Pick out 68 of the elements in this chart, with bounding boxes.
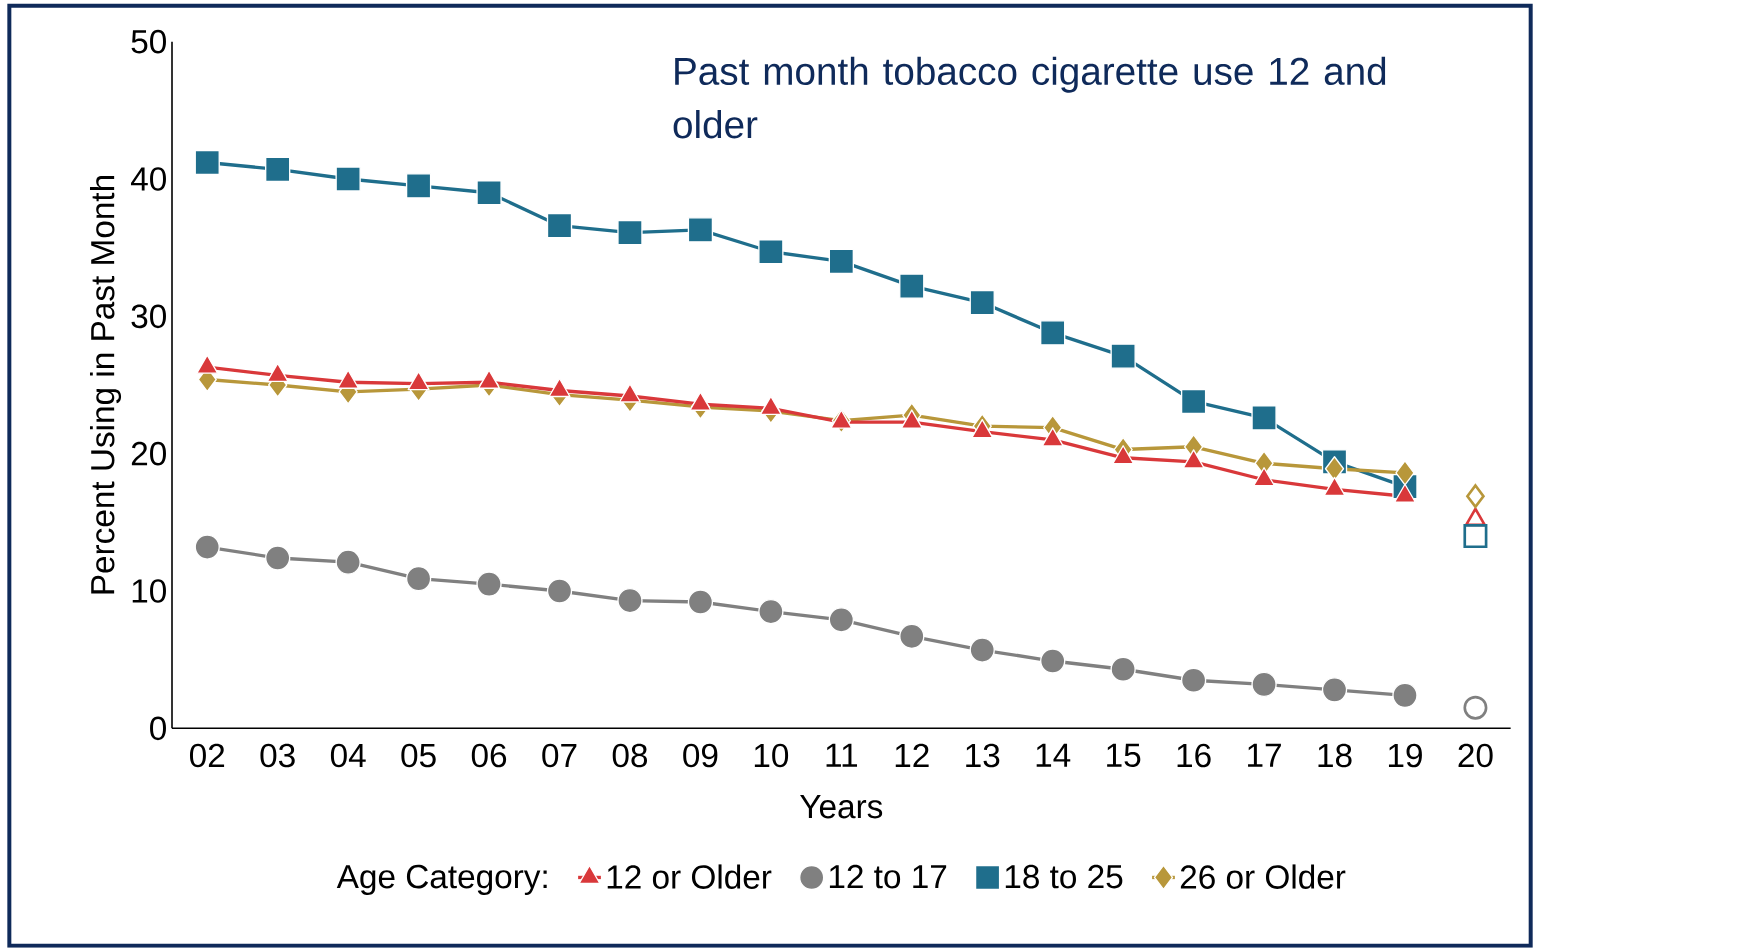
point: [1110, 343, 1136, 369]
point: [969, 290, 995, 316]
x-tick-label: 10: [754, 743, 789, 768]
point: [194, 150, 220, 176]
point: [687, 589, 714, 615]
x-tick-label: 03: [260, 743, 295, 768]
text: Past month tobacco cigarette use 12 and older: [673, 56, 1386, 139]
x-tick-label: 12: [895, 743, 929, 768]
x-tick-label: 09: [683, 743, 718, 768]
y-tick-label: 20: [131, 442, 166, 466]
x-tick-label: 20: [1458, 743, 1493, 768]
point: [1180, 667, 1207, 694]
point: [687, 217, 714, 243]
x-tick-label: 07: [542, 743, 577, 768]
point: [1110, 656, 1136, 683]
y-tick-label: 30: [131, 304, 166, 329]
point: [969, 637, 995, 663]
point: [1395, 460, 1415, 486]
legend-label: 12 or Older: [607, 864, 772, 890]
point: [1040, 320, 1066, 346]
x-tick-label: 18: [1318, 743, 1352, 768]
point: [758, 239, 784, 265]
x-tick-label: 13: [966, 743, 1000, 768]
point: [1321, 677, 1348, 703]
point: [476, 571, 502, 597]
x-tick-label: 17: [1248, 743, 1281, 767]
point: [1251, 405, 1277, 431]
legend-label: 12 to 17: [829, 865, 947, 889]
x-tick-label: 08: [612, 743, 648, 768]
point: [546, 213, 573, 239]
point: [335, 166, 361, 192]
x-tick-label: 06: [471, 743, 507, 768]
x-tick-label: 16: [1177, 743, 1211, 768]
x-tick-label: 11: [826, 743, 858, 767]
legend-title: Age Category:: [336, 865, 547, 896]
point: [1180, 388, 1207, 415]
x-tick-label: 15: [1107, 743, 1141, 768]
point: [1392, 682, 1418, 709]
legend-label: 18 to 25: [1005, 865, 1123, 889]
point: [899, 273, 925, 299]
y-tick-label: 0: [150, 716, 166, 741]
y-tick-label: 40: [130, 167, 166, 191]
point: [405, 566, 432, 592]
point: [1251, 671, 1277, 698]
point: [828, 607, 854, 633]
point: [546, 578, 573, 604]
x-tick-label: 05: [401, 743, 436, 768]
x-tick-label: 04: [330, 743, 366, 768]
point: [617, 220, 643, 246]
point: [194, 534, 220, 560]
point: [1040, 648, 1066, 674]
point: [617, 588, 643, 614]
x-axis-title: Years: [800, 795, 883, 819]
point: [265, 545, 291, 571]
point: [828, 248, 854, 275]
point: [758, 599, 784, 625]
y-tick-label: 10: [132, 579, 166, 603]
y-tick-label: 50: [131, 30, 166, 54]
point: [265, 156, 291, 183]
point: [476, 180, 502, 206]
x-tick-label: 19: [1388, 743, 1422, 768]
legend-label: 26 or Older: [1180, 864, 1346, 890]
point: [899, 623, 925, 650]
x-tick-label: 02: [189, 743, 225, 768]
point: [405, 173, 432, 199]
point: [335, 549, 361, 575]
y-axis-title: Percent Using in Past Month: [89, 176, 122, 594]
x-tick-label: 14: [1036, 743, 1071, 767]
